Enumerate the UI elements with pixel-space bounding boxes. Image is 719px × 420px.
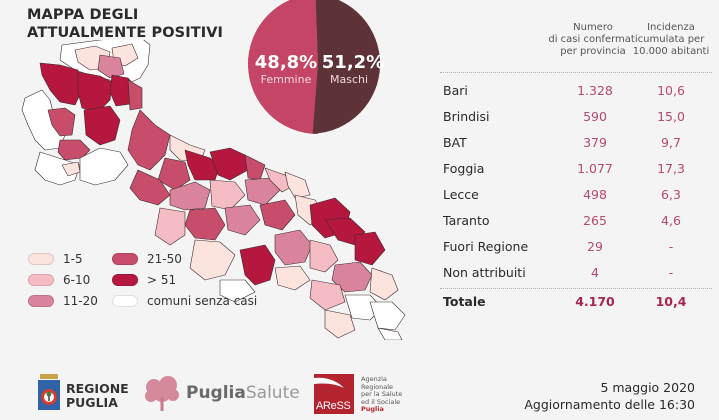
province-name: Lecce (443, 187, 479, 202)
header-incidence-line: cumulata per (637, 34, 705, 45)
male-label: Maschi (330, 73, 369, 86)
report-date: 5 maggio 2020 (600, 380, 695, 395)
regione-puglia-crest-icon (38, 374, 60, 410)
legend-item-6-10: 6-10 (28, 273, 90, 287)
province-name: Fuori Regione (443, 239, 529, 254)
table-row: Foggia 1.077 17,3 (440, 161, 712, 187)
cases-value: 498 (583, 187, 607, 202)
cases-value: 265 (583, 213, 607, 228)
header-cases-line: di casi confermati (548, 34, 638, 45)
regione-puglia-text: REGIONE PUGLIA (66, 382, 129, 410)
female-label-group: 48,8% Femmine (254, 52, 318, 86)
incidence-value: - (668, 265, 674, 280)
legend-swatch (112, 274, 138, 286)
table-row: Fuori Regione 29 - (440, 239, 712, 265)
province-name: Brindisi (443, 109, 490, 124)
total-divider (440, 288, 712, 289)
province-name: Non attribuiti (443, 265, 526, 280)
table-row: Non attribuiti 4 - (440, 265, 712, 291)
regione-line-1: REGIONE (66, 381, 129, 396)
legend-item-over-51: > 51 (112, 273, 176, 287)
incidence-value: 9,7 (661, 135, 681, 150)
gender-pie-chart: 48,8% Femmine 51,2% Maschi (248, 0, 388, 134)
aress-text-line: Regionale (361, 382, 394, 391)
legend-swatch (28, 274, 54, 286)
header-cases-line: Numero (573, 22, 613, 33)
incidence-value: 17,3 (657, 161, 685, 176)
legend-label: 21-50 (147, 252, 182, 266)
header-incidence-line: 10.000 abitanti (632, 46, 710, 57)
legend-swatch (112, 253, 138, 265)
aress-text-line: Agenzia (361, 375, 387, 383)
legend-swatch (28, 253, 54, 265)
cases-value: 1.328 (577, 83, 613, 98)
cases-value: 1.077 (577, 161, 613, 176)
total-incidence-value: 10,4 (655, 294, 687, 309)
legend-swatch (28, 295, 54, 307)
table-row: Taranto 265 4,6 (440, 213, 712, 239)
incidence-value: 10,6 (657, 83, 685, 98)
pie-slice-female-main (248, 0, 318, 134)
legend-label: 1-5 (63, 252, 83, 266)
incidence-value: 15,0 (657, 109, 685, 124)
province-name: Foggia (443, 161, 485, 176)
male-percent: 51,2% (321, 52, 385, 73)
table-row: Bari 1.328 10,6 (440, 83, 712, 109)
cases-value: 379 (583, 135, 607, 150)
total-label: Totale (443, 294, 486, 309)
title-line-2: ATTUALMENTE POSITIVI (27, 25, 224, 41)
cases-value: 4 (591, 265, 599, 280)
pie-slice-male (312, 0, 381, 134)
legend-label: 6-10 (63, 273, 91, 287)
aress-swoosh-icon (314, 377, 344, 388)
puglia-salute-tree-icon (142, 375, 182, 417)
table-row: BAT 379 9,7 (440, 135, 712, 161)
total-cases-value: 4.170 (575, 294, 615, 309)
puglia-salute-light: Salute (245, 383, 300, 403)
female-percent: 48,8% (254, 52, 318, 73)
update-time: Aggiornamento delle 16:30 (524, 397, 695, 412)
cases-value: 29 (587, 239, 603, 254)
table-total-row: Totale 4.170 10,4 (440, 294, 712, 320)
legend-item-21-50: 21-50 (112, 252, 182, 266)
aress-text-line: ed il Sociale (361, 397, 401, 406)
cases-value: 590 (583, 109, 607, 124)
incidence-value: - (668, 239, 674, 254)
legend-item-1-5: 1-5 (28, 252, 83, 266)
update-info: 5 maggio 2020 Aggiornamento delle 16:30 (524, 379, 695, 413)
aress-logo: AReSS (314, 374, 354, 414)
aress-mark: AReSS (316, 400, 351, 412)
legend-item-no-cases: comuni senza casi (112, 294, 257, 308)
province-name: BAT (443, 135, 467, 150)
header-divider (440, 72, 712, 73)
regione-puglia-logo (36, 374, 62, 416)
aress-text-line: per la Salute (361, 390, 403, 398)
table-row: Brindisi 590 15,0 (440, 109, 712, 135)
province-name: Bari (443, 83, 468, 98)
header-incidence-line: Incidenza (647, 22, 695, 33)
header-incidence: Incidenza cumulata per 10.000 abitanti (630, 22, 712, 58)
legend-label: > 51 (147, 273, 177, 287)
aress-text-line: Puglia (361, 405, 384, 413)
legend-item-11-20: 11-20 (28, 294, 98, 308)
province-name: Taranto (443, 213, 490, 228)
legend-label: 11-20 (63, 294, 98, 308)
title-line-1: MAPPA DEGLI (27, 7, 139, 23)
legend-label: comuni senza casi (147, 294, 258, 308)
puglia-salute-text: PugliaSalute (186, 383, 300, 403)
male-label-group: 51,2% Maschi (320, 52, 386, 86)
aress-text: Agenzia Regionale per la Salute ed il So… (361, 375, 403, 414)
table-row: Lecce 498 6,3 (440, 187, 712, 213)
incidence-value: 6,3 (661, 187, 681, 202)
page-title: MAPPA DEGLI ATTUALMENTE POSITIVI (27, 6, 223, 42)
incidence-value: 4,6 (661, 213, 681, 228)
header-cases: Numero di casi confermati per provincia (528, 22, 658, 58)
regione-line-2: PUGLIA (66, 395, 118, 410)
legend-swatch (112, 295, 138, 307)
header-cases-line: per provincia (560, 46, 626, 57)
female-label: Femmine (260, 73, 312, 86)
puglia-choropleth-map (20, 36, 420, 341)
puglia-salute-bold: Puglia (186, 383, 246, 403)
